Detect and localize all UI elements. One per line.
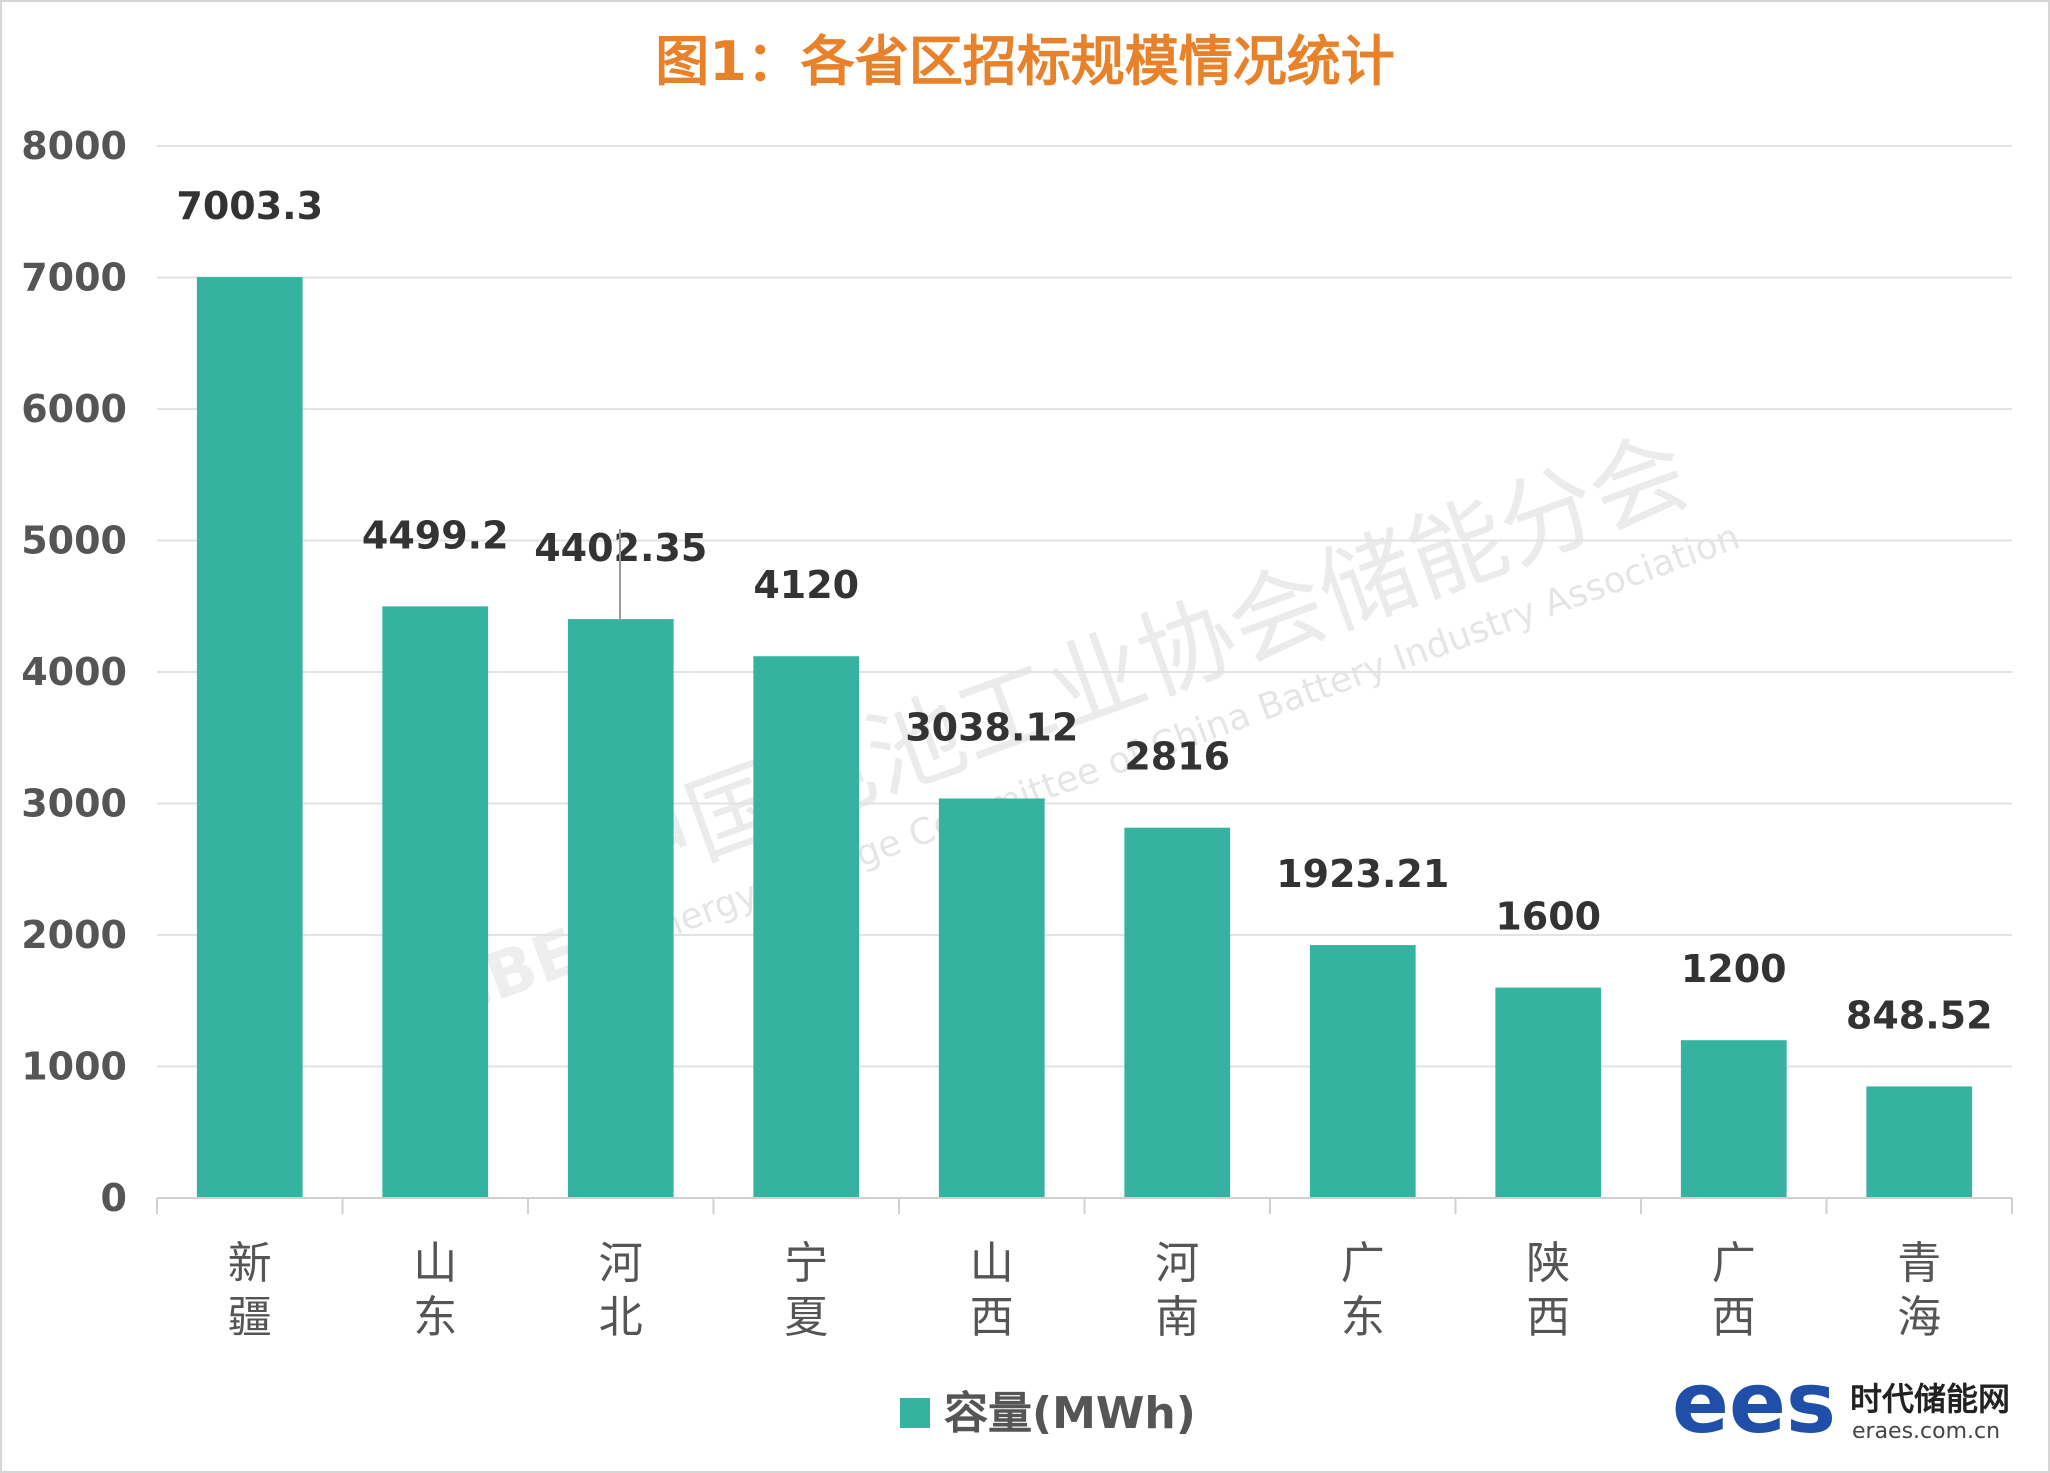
data-label: 4120 (753, 563, 859, 607)
x-tick-label: 山 (413, 1238, 457, 1289)
legend-swatch (900, 1398, 930, 1428)
data-label: 4499.2 (362, 513, 509, 557)
legend: 容量(MWh) (900, 1388, 1196, 1439)
y-tick-label: 0 (101, 1176, 127, 1220)
bars (196, 277, 1973, 1198)
x-tick-label: 海 (1897, 1292, 1941, 1343)
bar (567, 619, 674, 1198)
y-tick-label: 7000 (21, 256, 127, 300)
x-tick-label: 青 (1897, 1238, 1941, 1289)
x-tick-label: 西 (970, 1292, 1014, 1343)
chart-title: 图1：各省区招标规模情况统计 (655, 30, 1395, 93)
bar (196, 277, 303, 1198)
bar (382, 606, 489, 1198)
data-label: 7003.3 (176, 184, 323, 228)
y-tick-label: 3000 (21, 782, 127, 826)
x-tick-label: 广 (1712, 1238, 1756, 1289)
y-tick-label: 1000 (21, 1045, 127, 1089)
x-tick-label: 南 (1155, 1292, 1199, 1343)
data-label: 1923.21 (1276, 852, 1449, 896)
x-tick-label: 宁 (784, 1238, 828, 1289)
data-label: 848.52 (1846, 993, 1993, 1037)
brand-logo: ees 时代储能网 eraes.com.cn (1672, 1354, 2010, 1452)
x-tick-label: 河 (599, 1238, 643, 1289)
bar (1124, 827, 1231, 1198)
x-tick-label: 东 (413, 1292, 457, 1343)
x-tick-label: 东 (1341, 1292, 1385, 1343)
x-tick-label: 夏 (784, 1292, 828, 1343)
x-tick-label: 疆 (228, 1292, 272, 1343)
x-tick-label: 北 (599, 1292, 643, 1343)
data-label: 1600 (1495, 895, 1601, 939)
x-tick-label: 河 (1155, 1238, 1199, 1289)
bar (753, 656, 860, 1198)
data-label: 1200 (1681, 947, 1787, 991)
brand-name: 时代储能网 (1850, 1380, 2010, 1418)
data-label: 3038.12 (905, 705, 1078, 749)
x-tick-label: 陕 (1526, 1238, 1570, 1289)
x-tick-label: 山 (970, 1238, 1014, 1289)
x-tick-label: 广 (1341, 1238, 1385, 1289)
x-tick-label: 西 (1712, 1292, 1756, 1343)
y-tick-label: 8000 (21, 124, 127, 168)
y-tick-label: 2000 (21, 913, 127, 957)
y-tick-label: 6000 (21, 387, 127, 431)
brand-mark: ees (1672, 1354, 1836, 1452)
x-tick-label: 新 (228, 1238, 272, 1289)
bar (1866, 1086, 1973, 1198)
y-tick-label: 5000 (21, 519, 127, 563)
bar (938, 798, 1045, 1198)
x-tick-label: 西 (1526, 1292, 1570, 1343)
data-label: 2816 (1124, 735, 1230, 779)
bar (1495, 987, 1602, 1198)
y-axis: 0 1000 2000 3000 4000 5000 6000 7000 8000 (21, 124, 127, 1220)
bar (1309, 945, 1416, 1198)
legend-label: 容量(MWh) (944, 1388, 1196, 1439)
y-tick-label: 4000 (21, 650, 127, 694)
bar (1680, 1040, 1787, 1198)
brand-url: eraes.com.cn (1852, 1419, 2000, 1444)
